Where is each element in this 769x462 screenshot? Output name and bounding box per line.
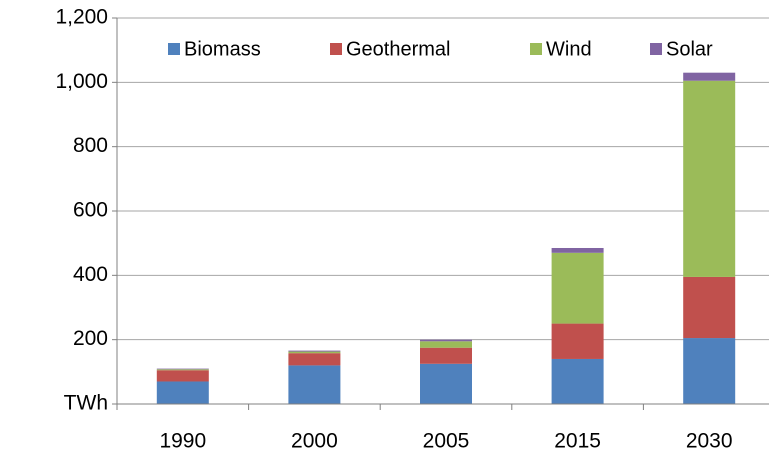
bar-segment [683, 276, 736, 339]
bar-segment [420, 341, 472, 348]
bar-segment [683, 338, 736, 404]
bar-segment [683, 72, 736, 81]
y-tick-label: 1,000 [55, 70, 108, 93]
legend-swatch [650, 43, 662, 55]
bar-segment [288, 365, 341, 404]
bar-segment [288, 351, 341, 354]
y-tick-label: 200 [73, 327, 108, 350]
bar-segment [288, 353, 341, 366]
legend-label: Biomass [184, 38, 261, 60]
bar-segment [551, 323, 604, 359]
y-tick-label: TWh [64, 392, 108, 415]
legend-swatch [330, 43, 342, 55]
bar-segment [683, 80, 736, 277]
y-tick-label: 800 [73, 134, 108, 157]
bar-segment [420, 339, 472, 342]
bar-segment [156, 370, 209, 382]
x-tick-label: 2015 [554, 430, 601, 453]
legend-swatch [168, 43, 180, 55]
legend: Biomass Geothermal Wind Solar [168, 38, 713, 60]
y-tick-label: 400 [73, 263, 108, 286]
y-tick-label: 1,200 [55, 6, 108, 29]
y-tick-label: 600 [73, 199, 108, 222]
bar-segment [288, 350, 341, 352]
bar-segment [551, 247, 604, 253]
x-tick-label: 2000 [291, 430, 338, 453]
legend-label: Solar [666, 38, 713, 60]
bar-segment [420, 363, 472, 404]
bar-segment [420, 347, 472, 364]
legend-label: Wind [546, 38, 592, 60]
x-tick-label: 1990 [159, 430, 206, 453]
bar-segment [156, 368, 209, 370]
bar-segment [156, 369, 209, 371]
bar-segment [156, 381, 209, 404]
bar-segment [551, 358, 604, 404]
legend-label: Geothermal [346, 38, 451, 60]
legend-swatch [530, 43, 542, 55]
x-tick-label: 2005 [423, 430, 470, 453]
x-tick-label: 2030 [686, 430, 733, 453]
bar-segment [551, 252, 604, 324]
